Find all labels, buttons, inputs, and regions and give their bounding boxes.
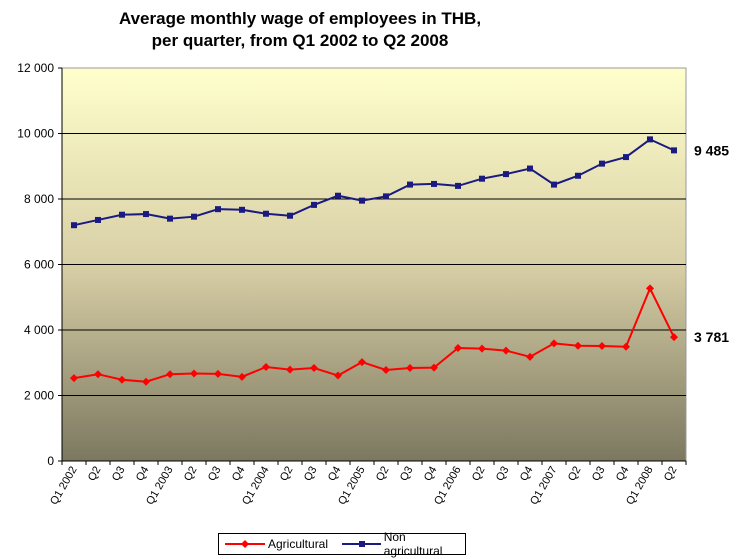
x-tick-label: Q3	[302, 465, 320, 484]
end-value-label: 3 781	[694, 329, 729, 345]
data-point	[479, 175, 485, 182]
x-tick-label: Q4	[134, 465, 152, 484]
data-point	[527, 165, 533, 172]
data-point	[286, 365, 294, 374]
y-tick-label: 12 000	[17, 61, 54, 75]
y-tick-label: 0	[47, 454, 54, 468]
x-tick-label: Q2	[566, 465, 584, 484]
x-tick-label: Q4	[230, 465, 248, 484]
data-point	[647, 136, 653, 143]
data-point	[310, 363, 318, 372]
data-point	[190, 369, 198, 378]
data-point	[71, 222, 77, 229]
x-tick-label: Q4	[422, 465, 440, 484]
data-point	[239, 206, 245, 213]
data-point	[382, 365, 390, 374]
x-tick-label: Q2	[182, 465, 200, 484]
x-tick-label: Q1 2002	[48, 465, 79, 508]
data-point	[95, 216, 101, 223]
series-group	[70, 136, 678, 386]
data-point	[238, 372, 246, 381]
data-point	[358, 358, 366, 367]
data-point	[287, 212, 293, 219]
data-point	[359, 197, 365, 204]
data-point	[94, 370, 102, 379]
x-tick-label: Q2	[662, 465, 680, 484]
data-point	[574, 341, 582, 350]
data-point	[670, 333, 678, 342]
end-value-label: 9 485	[694, 142, 729, 158]
data-point	[623, 154, 629, 161]
data-point	[550, 339, 558, 348]
data-point	[478, 344, 486, 353]
data-point	[598, 342, 606, 351]
y-tick-label: 6 000	[24, 258, 54, 272]
y-tick-label: 8 000	[24, 192, 54, 206]
data-point	[70, 374, 78, 383]
data-point	[526, 352, 534, 361]
data-point	[142, 377, 150, 386]
data-point	[551, 181, 557, 188]
y-tick-label: 2 000	[24, 389, 54, 403]
chart-title-line2: per quarter, from Q1 2002 to Q2 2008	[151, 31, 449, 50]
data-point	[431, 180, 437, 187]
y-tick-label: 4 000	[24, 323, 54, 337]
data-point	[622, 342, 630, 351]
data-point	[167, 215, 173, 222]
x-tick-label: Q2	[470, 465, 488, 484]
legend-agricultural-line-icon	[225, 540, 265, 548]
data-point	[646, 284, 654, 293]
data-point	[311, 201, 317, 208]
series-line	[73, 285, 675, 383]
series-line	[73, 138, 675, 227]
x-tick-label: Q3	[110, 465, 128, 484]
x-tick-label: Q4	[518, 465, 536, 484]
data-point	[454, 344, 462, 353]
x-tick-label: Q2	[278, 465, 296, 484]
data-point	[455, 182, 461, 189]
legend-label-non-agricultural: Non agricultural	[383, 530, 443, 558]
data-point	[335, 192, 341, 199]
x-tick-label: Q3	[590, 465, 608, 484]
data-point	[406, 363, 414, 372]
end-labels: 3 781 9 485	[694, 142, 729, 345]
x-tick-label: Q2	[86, 465, 104, 484]
data-point	[407, 181, 413, 188]
chart-title: Average monthly wage of employees in THB…	[0, 8, 600, 52]
y-tick-label: 10 000	[17, 127, 54, 141]
data-point	[215, 206, 221, 213]
data-point	[430, 363, 438, 372]
chart-title-line1: Average monthly wage of employees in THB…	[118, 9, 482, 28]
data-point	[214, 369, 222, 378]
x-tick-label: Q4	[614, 465, 632, 484]
data-point	[671, 147, 677, 154]
data-point	[166, 370, 174, 379]
x-tick-label: Q4	[326, 465, 344, 484]
legend: Agricultural Non agricultural	[218, 530, 466, 558]
x-tick-label: Q3	[206, 465, 224, 484]
data-point	[334, 371, 342, 380]
legend-non-agricultural-line-icon	[342, 541, 381, 547]
x-tick-label: Q3	[398, 465, 416, 484]
x-tick-label: Q3	[494, 465, 512, 484]
data-point	[575, 172, 581, 179]
data-point	[118, 375, 126, 384]
y-axis: 0 2 000 4 000 6 000 8 000 10 000 12 000	[17, 61, 63, 468]
data-point	[502, 346, 510, 355]
data-point	[119, 211, 125, 218]
legend-label-agricultural: Agricultural	[268, 537, 329, 551]
data-point	[143, 211, 149, 218]
data-point	[503, 171, 509, 178]
data-point	[263, 210, 269, 217]
data-point	[383, 193, 389, 200]
data-point	[191, 213, 197, 220]
x-tick-label: Q2	[374, 465, 392, 484]
data-point	[262, 363, 270, 372]
data-point	[599, 160, 605, 167]
legend-item-non-agricultural: Non agricultural	[342, 530, 465, 558]
legend-item-agricultural: Agricultural	[225, 537, 328, 551]
